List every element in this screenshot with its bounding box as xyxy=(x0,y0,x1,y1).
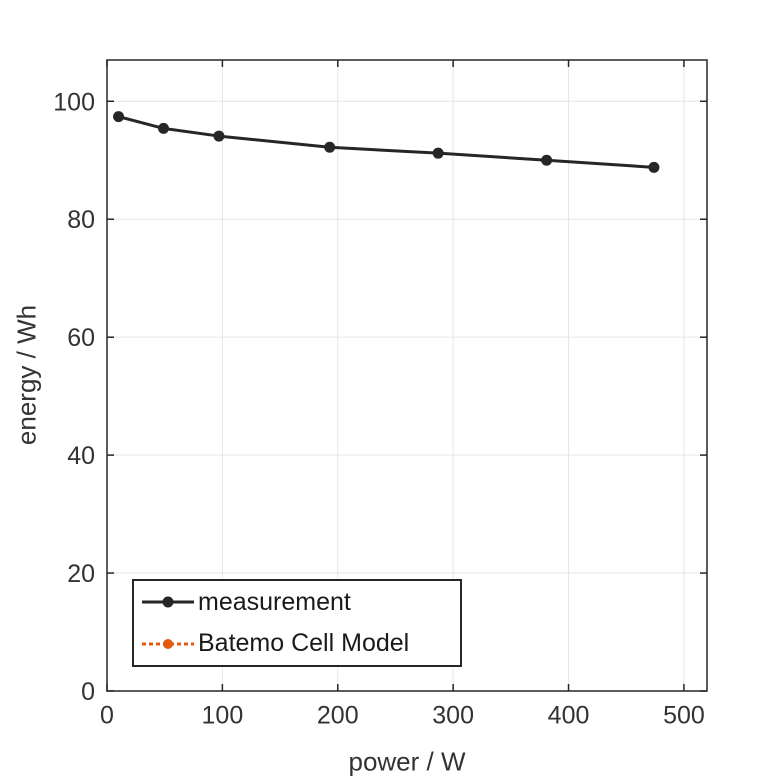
legend-label-batemo-cell-model: Batemo Cell Model xyxy=(198,629,410,658)
y-tick-label: 20 xyxy=(67,560,95,588)
data-point-marker xyxy=(113,111,125,123)
data-point-marker xyxy=(158,122,170,134)
x-tick-label: 400 xyxy=(548,702,590,730)
y-axis-label: energy / Wh xyxy=(11,304,42,446)
legend: measurement Batemo Cell Model xyxy=(132,579,462,667)
x-tick-label: 300 xyxy=(432,702,474,730)
x-tick-label: 0 xyxy=(100,702,114,730)
x-tick-label: 200 xyxy=(317,702,359,730)
batemo-dotted-line-sample-icon xyxy=(142,638,194,649)
legend-item-measurement: measurement xyxy=(142,582,460,622)
axes-box xyxy=(106,59,708,692)
measurement-line-sample-icon xyxy=(142,596,194,608)
x-tick-label: 500 xyxy=(663,702,705,730)
data-point-marker xyxy=(541,154,553,166)
legend-item-batemo-cell-model: Batemo Cell Model xyxy=(142,624,460,664)
x-axis-label: power / W xyxy=(348,746,466,777)
y-tick-label: 100 xyxy=(53,88,95,116)
y-tick-label: 0 xyxy=(81,678,95,706)
x-tick-label: 100 xyxy=(202,702,244,730)
y-tick-label: 40 xyxy=(67,442,95,470)
data-point-marker xyxy=(648,161,660,173)
y-tick-label: 80 xyxy=(67,206,95,234)
data-point-marker xyxy=(432,147,444,159)
data-point-marker xyxy=(324,141,336,153)
y-tick-label: 60 xyxy=(67,324,95,352)
data-point-marker xyxy=(213,130,225,142)
legend-label-measurement: measurement xyxy=(198,587,351,616)
